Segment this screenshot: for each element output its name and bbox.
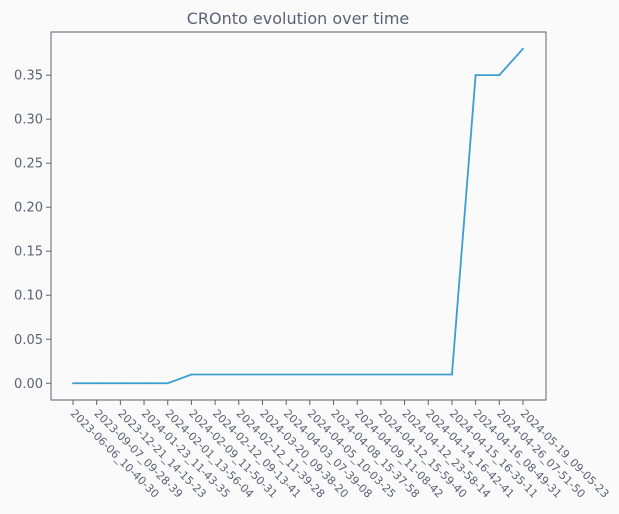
data-point (379, 373, 382, 376)
data-point (261, 373, 264, 376)
plot-area (50, 31, 547, 401)
data-point (522, 47, 524, 50)
data-point (474, 74, 477, 77)
y-axis: 0.00 0.05 0.10 0.15 0.20 0.25 0.30 0.35 (14, 69, 51, 392)
data-point (166, 382, 169, 385)
data-point (214, 373, 217, 376)
data-point (451, 373, 453, 376)
y-tick-label: 0.05 (14, 333, 43, 348)
data-point (356, 373, 359, 376)
chart-title: CROnto evolution over time (187, 9, 410, 28)
data-point (237, 373, 240, 376)
data-point (72, 382, 74, 385)
data-point (143, 382, 145, 385)
data-point (119, 382, 122, 385)
data-point (95, 382, 98, 385)
y-tick-label: 0.30 (14, 113, 43, 128)
data-point (285, 373, 288, 376)
series-layer (72, 47, 524, 385)
y-tick-label: 0.00 (14, 377, 43, 392)
data-point (427, 373, 430, 376)
y-tick-label: 0.15 (14, 245, 43, 260)
data-point (190, 373, 193, 376)
y-tick-label: 0.10 (14, 289, 43, 304)
data-point (498, 74, 501, 77)
data-point (308, 373, 311, 376)
series-line (73, 48, 524, 385)
y-tick-label: 0.25 (14, 157, 43, 172)
x-axis: 2023-06-06_10-40-302023-09-07_09-28-3920… (68, 400, 611, 501)
y-tick-label: 0.20 (14, 201, 43, 216)
data-point (403, 373, 406, 376)
data-point (332, 373, 335, 376)
y-tick-label: 0.35 (14, 69, 43, 84)
